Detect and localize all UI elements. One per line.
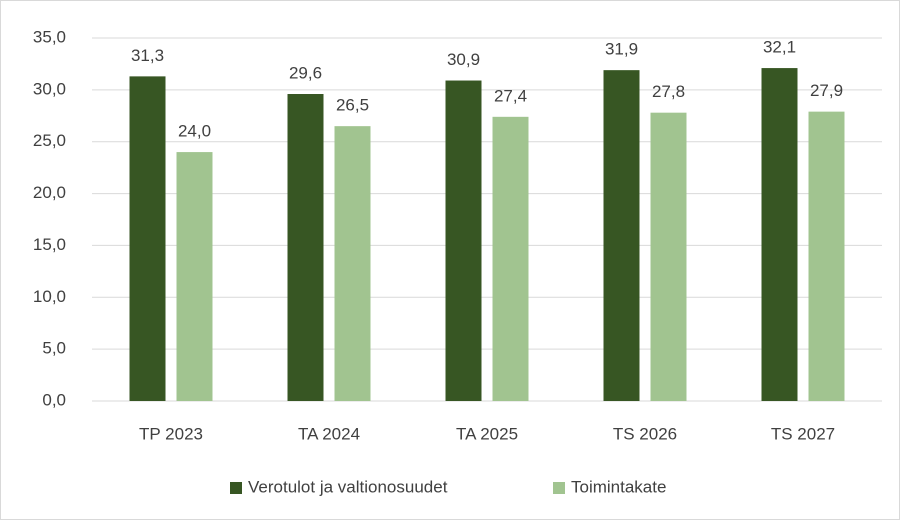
legend-label: Toimintakate [571,477,666,496]
bar [176,152,213,401]
y-tick-label: 35,0 [33,27,66,46]
bar [445,80,482,401]
data-label: 32,1 [763,38,796,57]
data-label: 27,4 [494,86,527,105]
data-label: 29,6 [289,63,322,82]
bar [287,94,324,402]
x-tick-label: TS 2026 [613,424,677,443]
y-tick-label: 10,0 [33,287,66,306]
y-tick-label: 25,0 [33,131,66,150]
bar [808,111,845,401]
y-tick-label: 20,0 [33,183,66,202]
bar [650,112,687,401]
data-label: 26,5 [336,96,369,115]
bar [129,76,166,402]
data-label: 31,3 [131,46,164,65]
bar [761,68,798,401]
legend-label: Verotulot ja valtionosuudet [248,477,448,496]
data-label: 30,9 [447,50,480,69]
legend-swatch [553,482,565,494]
y-tick-label: 0,0 [42,390,66,409]
bar [492,116,529,401]
x-tick-label: TA 2024 [298,424,360,443]
legend-swatch [230,482,242,494]
data-label: 27,9 [810,81,843,100]
y-tick-label: 30,0 [33,79,66,98]
data-label: 31,9 [605,40,638,59]
data-label: 27,8 [652,82,685,101]
y-tick-label: 5,0 [42,339,66,358]
bar [334,126,371,402]
x-tick-label: TP 2023 [139,424,203,443]
y-tick-label: 15,0 [33,235,66,254]
x-tick-label: TS 2027 [771,424,835,443]
data-label: 24,0 [178,122,211,141]
bar [603,70,640,401]
x-tick-label: TA 2025 [456,424,518,443]
